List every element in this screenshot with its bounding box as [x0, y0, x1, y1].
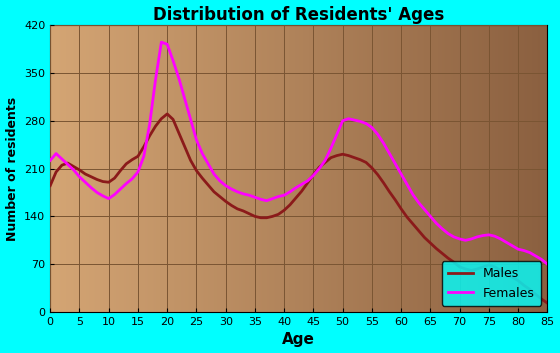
Males: [59, 163, 66, 167]
Females: [70, 168, 77, 172]
Males: [544, 301, 550, 305]
Females: [474, 235, 480, 239]
Females: [158, 40, 165, 44]
Line: Males: Males: [50, 114, 547, 303]
Males: [70, 164, 77, 169]
Title: Distribution of Residents' Ages: Distribution of Residents' Ages: [153, 6, 445, 24]
Females: [433, 221, 440, 225]
Males: [433, 246, 440, 251]
Females: [59, 157, 66, 161]
Males: [100, 179, 106, 184]
Females: [100, 194, 106, 198]
Legend: Males, Females: Males, Females: [442, 261, 541, 306]
X-axis label: Age: Age: [282, 333, 315, 347]
Males: [47, 184, 54, 188]
Males: [474, 267, 480, 271]
Females: [292, 186, 299, 190]
Females: [544, 262, 550, 266]
Y-axis label: Number of residents: Number of residents: [6, 96, 18, 241]
Females: [47, 158, 54, 162]
Males: [164, 112, 171, 116]
Line: Females: Females: [50, 42, 547, 264]
Males: [292, 196, 299, 200]
